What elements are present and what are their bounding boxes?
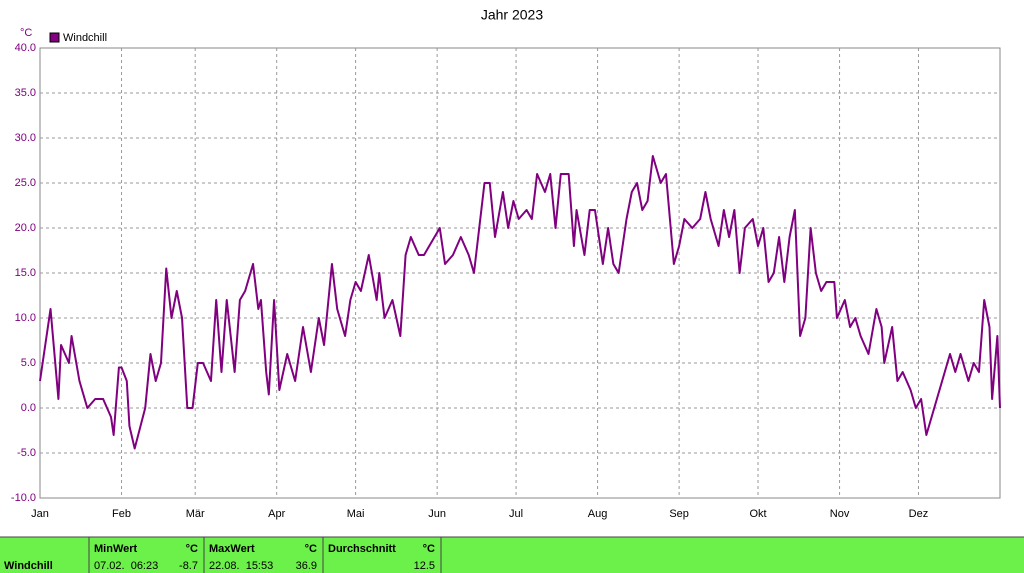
data-line [39,155,1001,450]
x-tick-label: Apr [268,508,285,520]
y-tick-label: 5.0 [21,357,36,369]
x-tick-label: Nov [830,508,850,520]
x-tick-label: Jul [509,508,523,520]
y-tick-label: 35.0 [15,87,36,99]
y-tick-label: 0.0 [21,402,36,414]
y-unit: °C [20,27,32,39]
y-tick-label: -5.0 [17,447,36,459]
cell-unit: °C [423,543,435,555]
y-tick-label: 20.0 [15,222,36,234]
y-tick-label: 15.0 [15,267,36,279]
cell-unit: °C [186,543,198,555]
summary-bar [0,537,1024,573]
cell-unit: °C [305,543,317,555]
legend-label: Windchill [63,32,107,44]
summary-row-label: Windchill [4,560,53,572]
x-tick-label: Mär [186,508,205,520]
x-tick-label: Aug [588,508,608,520]
x-tick-label: Mai [347,508,365,520]
x-tick-label: Jun [428,508,446,520]
legend-swatch [49,32,60,43]
cell-value: 36.9 [296,560,317,572]
y-tick-label: -10.0 [11,492,36,504]
x-tick-label: Sep [669,508,689,520]
cell-value: -8.7 [179,560,198,572]
y-tick-label: 40.0 [15,42,36,54]
x-tick-label: Dez [909,508,929,520]
x-tick-label: Feb [112,508,131,520]
y-tick-label: 25.0 [15,177,36,189]
x-tick-label: Jan [31,508,49,520]
x-tick-label: Okt [749,508,766,520]
cell-value: 12.5 [414,560,435,572]
chart-title: Jahr 2023 [481,7,543,23]
cell-header: Durchschnitt [328,543,396,555]
cell-header: MaxWert [209,543,255,555]
cell-time: 07.02. 06:23 [94,560,158,572]
cell-header: MinWert [94,543,138,555]
y-tick-label: 30.0 [15,132,36,144]
y-tick-label: 10.0 [15,312,36,324]
cell-time: 22.08. 15:53 [209,560,273,572]
